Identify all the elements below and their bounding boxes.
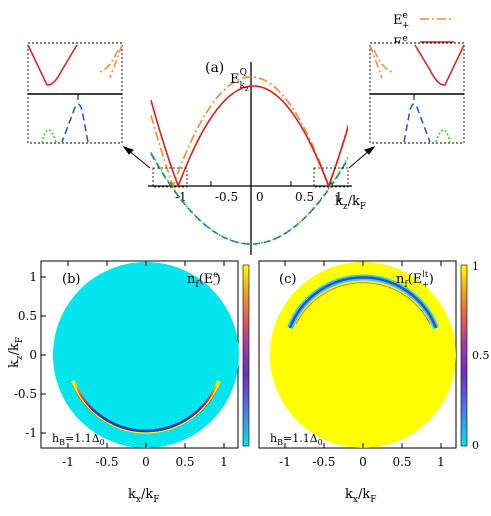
panel-a-x-label: kz/kF xyxy=(335,194,366,212)
inset-series-e-minus xyxy=(414,44,464,86)
panel-a-x-tick-label: -1 xyxy=(175,190,187,204)
x-tick-label: -0.5 xyxy=(312,455,335,469)
y-tick-label: -1 xyxy=(25,426,37,440)
x-tick-label: 0.5 xyxy=(175,455,194,469)
x-tick-label: 1 xyxy=(437,455,445,469)
panel-c-label: (c) xyxy=(279,272,296,287)
panel-b-label: (b) xyxy=(62,272,80,287)
panel-b-axes: -1 -0.5 0 0.5 1 1 0.5 0 -0.5 -1 xyxy=(14,261,228,469)
panel-b-arc xyxy=(71,380,221,434)
panel-b-hb-annotation: hB=1.1Δ0 xyxy=(52,432,105,447)
panel-a-x-tick-label: -0.5 xyxy=(215,190,238,204)
panel-b-heatmap: (b) nf(Ee -) hB=1.1Δ0 -1 -0.5 0 0.5 110.50-0.… xyxy=(7,260,250,505)
x-tick-label: -0.5 xyxy=(95,455,118,469)
y-tick-label: 0.5 xyxy=(18,309,37,323)
panel-a-inset-right xyxy=(369,42,465,144)
x-tick-label: -1 xyxy=(62,455,74,469)
panel-a-label: (a) xyxy=(205,60,224,76)
svg-text:Ee+: Ee + xyxy=(393,11,409,31)
inset-series-e-plus xyxy=(97,49,119,73)
x-tick-label: 0 xyxy=(142,455,150,469)
inset-series-h-plus xyxy=(435,129,451,143)
panel-a-inset-left xyxy=(27,42,123,144)
y-tick-label: -0.5 xyxy=(14,387,37,401)
panel-b-y-label: kz/kF xyxy=(7,337,25,368)
y-tick-label: 0 xyxy=(29,348,37,362)
panel-a-curves xyxy=(150,76,348,245)
inset-series-e-plus xyxy=(373,49,395,73)
panel-c-colorbar-tick-0: 0 xyxy=(472,439,479,452)
x-tick-label: 1 xyxy=(220,455,228,469)
panel-c-heatmap: 1 0.5 0 (c) nf(Elt +) hB=1.1Δ0 -1 -0.5 0 0.5… xyxy=(258,260,490,505)
panel-a-series-2 xyxy=(150,85,348,188)
panel-b-x-label: kx/kF xyxy=(128,487,159,505)
inset-series-h-minus xyxy=(61,103,89,143)
panel-a-x-ticks: -1 -0.5 0 0.5 1 xyxy=(170,181,343,204)
panel-a-zoom-box-right xyxy=(313,167,349,188)
inset-series-h-plus xyxy=(41,129,57,143)
panel-b-disk xyxy=(53,262,239,448)
panel-c-colorbar-tick-1: 1 xyxy=(472,260,479,273)
x-tick-label: 0 xyxy=(359,455,367,469)
panel-a-zoom-box-left xyxy=(152,167,188,188)
inset-series-e-minus xyxy=(28,44,78,86)
panel-c-hb-annotation: hB=1.1Δ0 xyxy=(270,432,323,447)
panel-a-arrows xyxy=(122,146,376,169)
x-tick-label: 0.5 xyxy=(392,455,411,469)
inset-series-h-minus xyxy=(403,103,431,143)
panel-c-axes: -1 -0.5 0 0.5 1 xyxy=(279,261,445,469)
panel-a-series-1 xyxy=(150,76,348,187)
panel-c-x-label: kx/kF xyxy=(345,487,376,505)
x-tick-label: -1 xyxy=(279,455,291,469)
panel-c-colorbar-tick-05: 0.5 xyxy=(472,349,490,362)
panel-b-colorbar xyxy=(242,264,250,447)
y-tick-label: 1 xyxy=(29,270,37,284)
panel-c-disk xyxy=(270,262,456,448)
panel-c-colorbar xyxy=(460,264,468,447)
panel-a-series-4 xyxy=(150,151,348,245)
panel-a-x-tick-label: 1 xyxy=(335,190,343,204)
panel-a-x-tick-label: 0.5 xyxy=(295,190,314,204)
panel-a-y-label: EkzQ xyxy=(230,68,249,93)
panel-a-x-tick-label: 0 xyxy=(256,190,264,204)
